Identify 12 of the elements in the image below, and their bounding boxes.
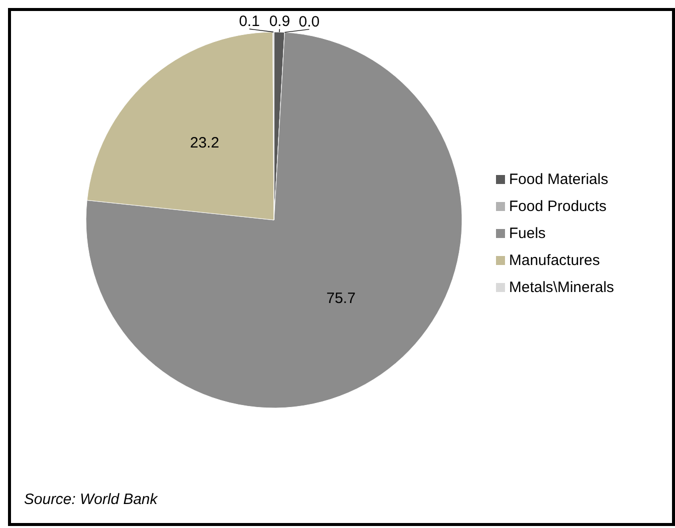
pie-slice: [86, 32, 462, 408]
legend-label: Metals\Minerals: [509, 278, 614, 296]
legend-label: Fuels: [509, 224, 546, 242]
source-note: Source: World Bank: [24, 491, 159, 508]
data-label: 0.9: [269, 13, 290, 30]
data-label: 0.1: [238, 12, 260, 30]
legend-label: Manufactures: [509, 252, 600, 269]
data-label: 75.7: [326, 290, 356, 307]
data-label: 23.2: [190, 134, 220, 152]
text: 0.0: [298, 13, 320, 30]
legend-label: Food Products: [509, 198, 607, 215]
legend-label: Food Materials: [509, 170, 608, 188]
